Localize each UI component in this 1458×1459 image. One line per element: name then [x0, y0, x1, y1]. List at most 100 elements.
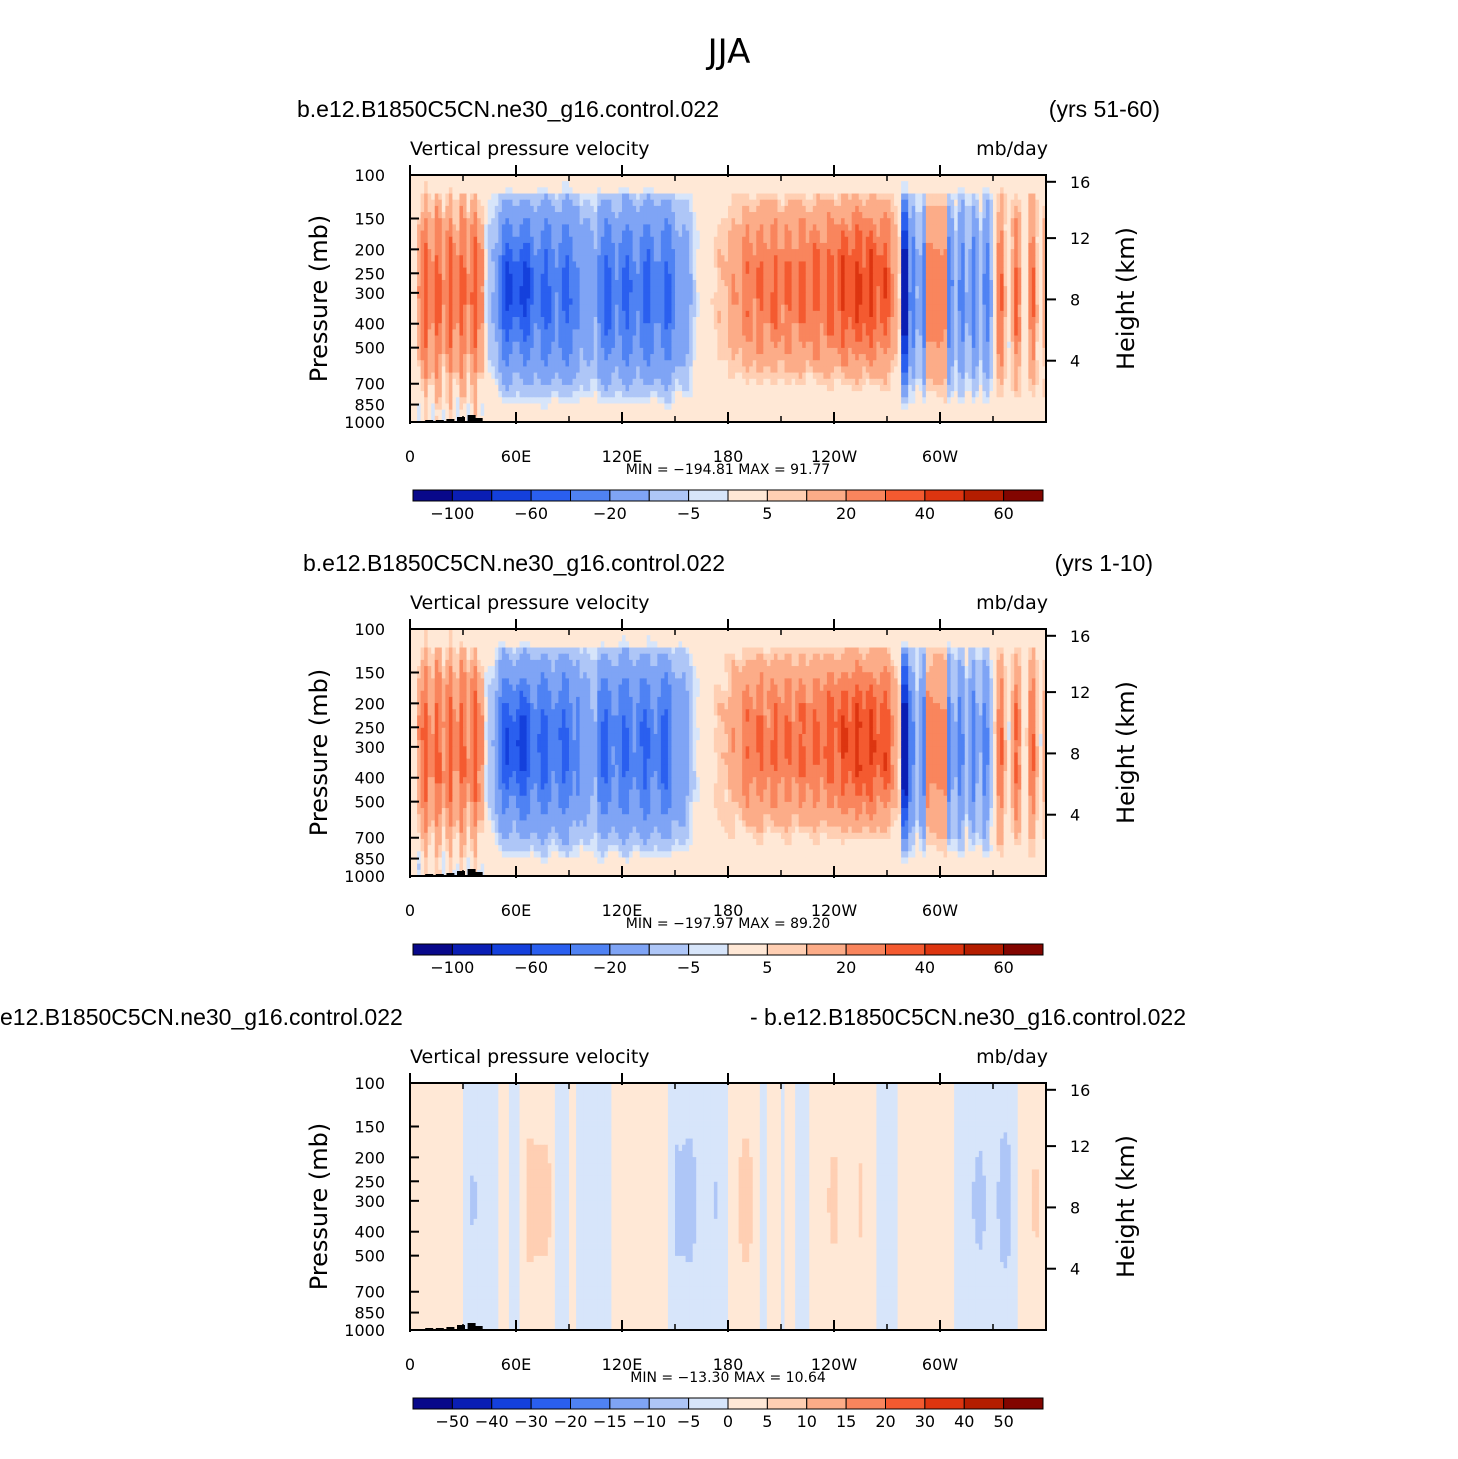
field-cell — [841, 255, 845, 262]
field-cell — [819, 193, 824, 201]
field-cell — [954, 323, 959, 330]
field-cell — [484, 187, 489, 194]
field-cell — [915, 249, 920, 256]
field-cell — [636, 212, 641, 219]
field-cell — [993, 249, 997, 256]
field-cell — [897, 249, 902, 256]
field-cell — [561, 261, 566, 269]
field-cell — [795, 323, 800, 330]
field-cell — [554, 341, 559, 349]
field-cell — [841, 224, 845, 231]
field-cell — [830, 310, 835, 318]
field-cell — [749, 341, 754, 349]
field-cell — [844, 279, 849, 287]
field-cell — [957, 205, 962, 213]
field-cell — [441, 218, 446, 225]
field-cell — [954, 304, 959, 312]
field-cell — [802, 341, 807, 349]
field-cell — [809, 193, 814, 201]
field-cell — [494, 273, 499, 281]
field-cell — [671, 224, 676, 231]
field-cell — [844, 255, 849, 262]
field-cell — [749, 218, 754, 225]
field-cell — [1038, 310, 1043, 318]
field-cell — [512, 193, 517, 201]
field-cell — [781, 323, 785, 330]
field-cell — [837, 193, 842, 201]
field-cell — [600, 323, 605, 330]
field-cell — [438, 175, 443, 182]
field-cell — [961, 279, 966, 287]
field-cell — [851, 341, 856, 349]
field-cell — [607, 261, 612, 269]
field-cell — [600, 335, 605, 343]
field-cell — [561, 175, 566, 182]
field-cell — [954, 249, 959, 256]
field-cell — [936, 323, 941, 330]
field-cell — [448, 298, 453, 306]
field-cell — [957, 329, 962, 336]
field-cell — [1017, 286, 1022, 293]
field-cell — [696, 199, 701, 207]
field-cell — [968, 273, 973, 281]
field-cell — [756, 317, 761, 324]
field-cell — [908, 286, 913, 293]
field-cell — [699, 279, 704, 287]
field-cell — [660, 212, 665, 219]
field-cell — [597, 236, 602, 244]
field-cell — [618, 205, 623, 213]
field-cell — [657, 298, 662, 306]
field-cell — [1007, 279, 1012, 287]
field-cell — [516, 230, 520, 238]
field-cell — [438, 230, 443, 238]
field-cell — [993, 218, 997, 225]
field-cell — [554, 304, 559, 312]
field-cell — [720, 249, 725, 256]
field-cell — [749, 261, 754, 269]
field-cell — [720, 335, 725, 343]
field-cell — [706, 181, 711, 188]
field-cell — [1042, 212, 1047, 219]
field-cell — [480, 279, 485, 287]
field-cell — [826, 193, 831, 201]
field-cell — [448, 255, 453, 262]
field-cell — [604, 193, 609, 201]
field-cell — [438, 236, 443, 244]
field-cell — [777, 279, 782, 287]
field-cell — [508, 329, 513, 336]
field-cell — [940, 236, 944, 244]
field-cell — [516, 199, 520, 207]
field-cell — [1003, 249, 1008, 256]
field-cell — [989, 279, 994, 287]
field-cell — [703, 255, 708, 262]
field-cell — [484, 310, 489, 318]
field-cell — [720, 242, 725, 250]
field-cell — [957, 212, 962, 219]
field-cell — [837, 218, 842, 225]
field-cell — [501, 255, 506, 262]
field-cell — [720, 286, 725, 293]
field-cell — [664, 323, 669, 330]
field-cell — [448, 335, 453, 343]
field-cell — [537, 292, 542, 299]
field-cell — [887, 304, 891, 312]
field-cell — [1028, 193, 1033, 201]
field-cell — [438, 205, 443, 213]
field-cell — [1028, 298, 1033, 306]
field-cell — [759, 335, 764, 343]
field-cell — [1031, 249, 1036, 256]
field-cell — [540, 341, 545, 349]
field-cell — [809, 286, 814, 293]
field-cell — [985, 329, 990, 336]
field-cell — [869, 267, 874, 275]
field-cell — [904, 329, 909, 336]
field-cell — [968, 335, 973, 343]
field-cell — [947, 267, 951, 275]
field-cell — [597, 273, 602, 281]
field-cell — [473, 310, 478, 318]
field-cell — [614, 279, 619, 287]
field-cell — [1021, 218, 1026, 225]
field-cell — [989, 261, 994, 269]
field-cell — [982, 261, 987, 269]
field-cell — [491, 193, 496, 201]
